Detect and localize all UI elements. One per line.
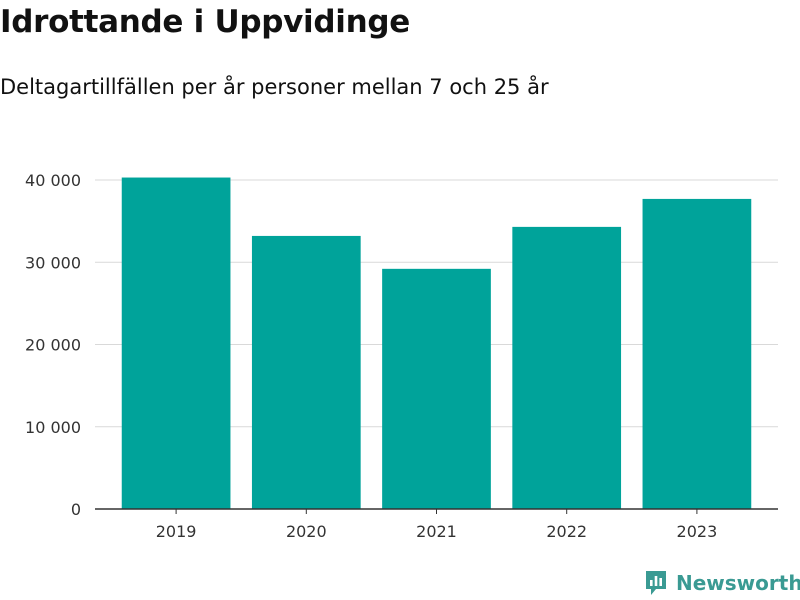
brand-logo: Newsworthy	[644, 569, 800, 597]
y-tick-label: 20 000	[25, 336, 81, 355]
chart-subtitle: Deltagartillfällen per år personer mella…	[0, 75, 549, 99]
bar	[382, 268, 491, 509]
bars	[121, 177, 752, 510]
brand-name: Newsworthy	[676, 571, 800, 595]
x-tick-label: 2021	[416, 522, 457, 541]
x-tick-label: 2023	[677, 522, 718, 541]
x-tick-label: 2022	[546, 522, 587, 541]
x-tick-label: 2019	[156, 522, 197, 541]
y-tick-label: 30 000	[25, 253, 81, 272]
x-tick-label: 2020	[286, 522, 327, 541]
y-tick-label: 0	[71, 500, 81, 519]
bar	[251, 235, 361, 509]
newsworthy-logo-icon	[646, 571, 666, 595]
bar	[121, 177, 231, 509]
chart-title: Idrottande i Uppvidinge	[0, 4, 410, 40]
y-tick-label: 40 000	[25, 171, 81, 190]
axes: 0 10 000 20 000 30 000 40 000 2019 2020 2021 202…	[25, 171, 778, 541]
bar	[642, 198, 752, 510]
y-tick-label: 10 000	[25, 418, 81, 437]
bar	[512, 226, 622, 509]
